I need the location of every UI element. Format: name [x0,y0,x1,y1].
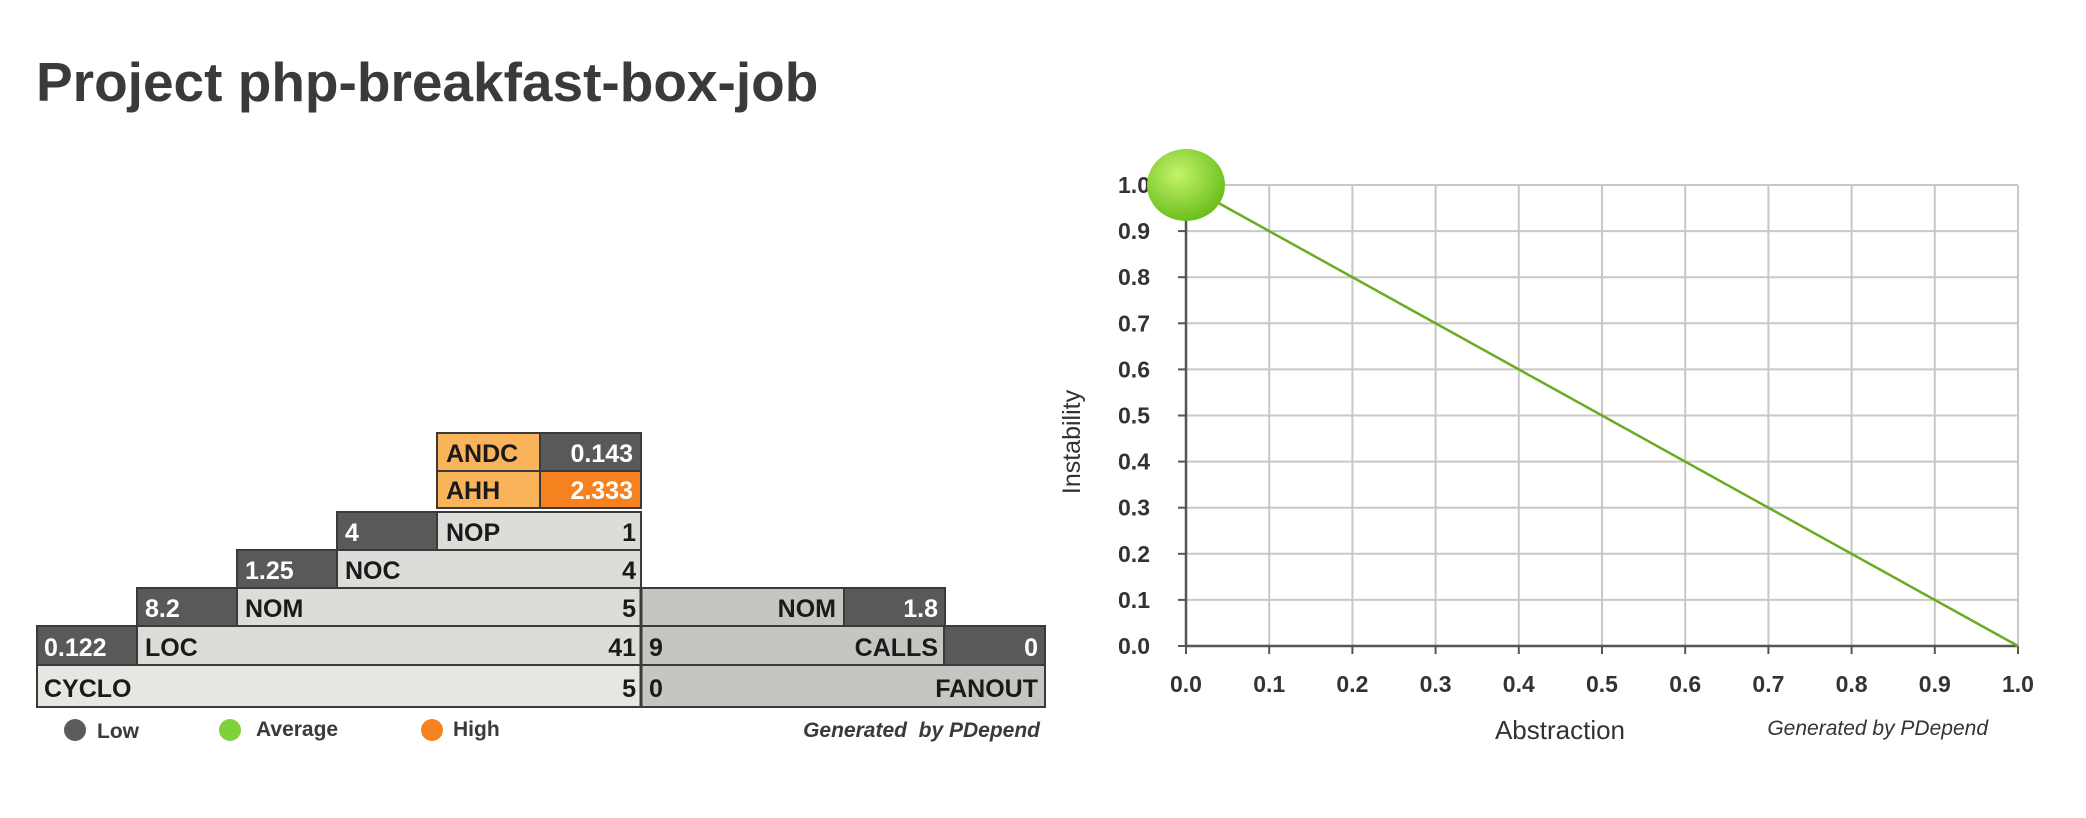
x-tick-label: 0.6 [1669,671,1701,697]
nom-value-cell [236,587,642,627]
nom-right-ratio-cell [843,587,946,627]
y-tick-label: 0.7 [1118,310,1150,336]
calls-value-cell [640,625,945,666]
page-title: Project php-breakfast-box-job [36,51,819,113]
nom-right-label: NOM [778,595,836,623]
y-tick-label: 0.9 [1118,218,1150,244]
pyramid-generated-by: Generated by PDepend [803,719,1041,742]
nop-value: 1 [622,519,636,547]
overview-pyramid: ANDC 0.143 AHH 2.333 4 NOP 1 1.25 NOC 4 … [36,432,1046,743]
ahh-ratio: 2.333 [570,477,633,505]
y-tick-label: 0.2 [1118,541,1150,567]
fanout-label: FANOUT [935,675,1038,703]
legend-average-label: Average [256,718,338,741]
noc-value-cell [336,549,642,589]
x-tick-label: 0.3 [1420,671,1452,697]
chart-series [1147,149,2019,648]
loc-ratio: 0.122 [44,634,107,662]
loc-value: 41 [608,634,636,662]
nom-right-ratio: 1.8 [903,595,938,623]
loc-label: LOC [145,634,198,662]
y-tick-label: 1.0 [1118,172,1150,198]
andc-label-cell [436,432,541,472]
cyclo-label: CYCLO [44,675,132,703]
nom-ratio-cell [136,587,238,627]
legend-high-label: High [453,718,500,741]
x-tick-label: 0.9 [1919,671,1951,697]
x-tick-label: 0.2 [1336,671,1368,697]
nom-ratio: 8.2 [145,595,180,623]
y-tick-label: 0.6 [1118,356,1150,382]
main-sequence-line [1185,183,2019,648]
noc-label: NOC [345,557,401,585]
fanout-value: 0 [649,675,663,703]
x-tick-label: 0.7 [1752,671,1784,697]
y-tick-label: 0.1 [1118,587,1150,613]
andc-ratio-cell [539,432,642,472]
noc-ratio: 1.25 [245,557,294,585]
legend-low-marker [64,719,86,741]
legend-high-marker [421,719,443,741]
nom-label: NOM [245,595,303,623]
cyclo-value: 5 [622,675,636,703]
x-tick-label: 0.1 [1253,671,1285,697]
y-tick-label: 0.5 [1118,403,1150,429]
package-point [1147,149,1225,221]
y-tick-label: 0.3 [1118,495,1150,521]
chart-grid [1186,184,2019,646]
nop-ratio: 4 [345,519,359,547]
calls-label: CALLS [855,634,938,662]
nop-label: NOP [446,519,500,547]
chart-axes [1178,184,2019,654]
y-tick-label: 0.0 [1118,633,1150,659]
y-tick-label: 0.4 [1118,449,1150,475]
calls-ratio: 0 [1024,634,1038,662]
x-tick-label: 0.8 [1836,671,1868,697]
calls-value: 9 [649,634,663,662]
ahh-ratio-cell [539,470,642,509]
nom-value: 5 [622,595,636,623]
x-tick-label: 1.0 [2002,671,2034,697]
ahh-label: AHH [446,477,500,505]
noc-value: 4 [622,557,636,585]
x-tick-label: 0.5 [1586,671,1618,697]
x-tick-label: 0.0 [1170,671,1202,697]
ahh-label-cell [436,470,541,509]
y-tick-label: 0.8 [1118,264,1150,290]
noc-ratio-cell [236,549,338,589]
x-axis-label: Abstraction [1495,715,1625,745]
andc-ratio: 0.143 [570,440,633,468]
chart-generated-by: Generated by PDepend [1767,717,1989,740]
cyclo-cell [36,664,642,708]
x-tick-labels: 0.0 0.1 0.2 0.3 0.4 0.5 0.6 0.7 0.8 0.9 1.0 [1170,671,2034,697]
y-axis-label: Instability [1058,389,1086,494]
y-tick-labels: 0.0 0.1 0.2 0.3 0.4 0.5 0.6 0.7 0.8 0.9 1.0 [1118,172,1150,659]
fanout-cell [640,664,1046,708]
legend-low-label: Low [97,720,140,743]
legend-average-marker [219,719,241,741]
calls-ratio-cell [943,625,1046,666]
x-tick-label: 0.4 [1503,671,1535,697]
andc-label: ANDC [446,440,518,468]
